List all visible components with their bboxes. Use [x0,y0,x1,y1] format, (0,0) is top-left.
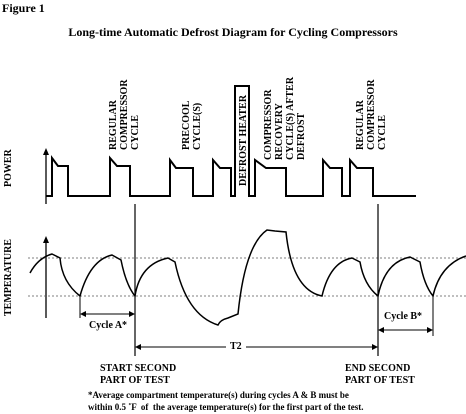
temperature-trace [29,229,466,326]
cycle-a-arrow-left-head [80,311,86,317]
cycle-b-arrow-right-head [427,327,433,333]
cycle-a-label: Cycle A* [89,320,128,331]
temperature-axis-arrow [43,236,49,243]
power-axis-arrow [43,148,49,155]
figure-label: Figure 1 [2,1,45,15]
start-second-part-label: START SECOND PART OF TEST [100,363,177,386]
cycle-b-label: Cycle B* [384,311,423,322]
cycle-a-arrow-right-head [129,311,135,317]
t2-arrow-left-head [135,344,141,350]
power-trace [46,85,416,197]
end-second-part-label: END SECOND PART OF TEST [345,363,415,386]
cycle-b-arrow-left-head [378,327,384,333]
t2-label: T2 [230,341,242,352]
diagram-title: Long-time Automatic Defrost Diagram for … [68,25,398,39]
footnote: *Average compartment temperature(s) duri… [88,390,364,412]
t2-arrow-right-head [372,344,378,350]
